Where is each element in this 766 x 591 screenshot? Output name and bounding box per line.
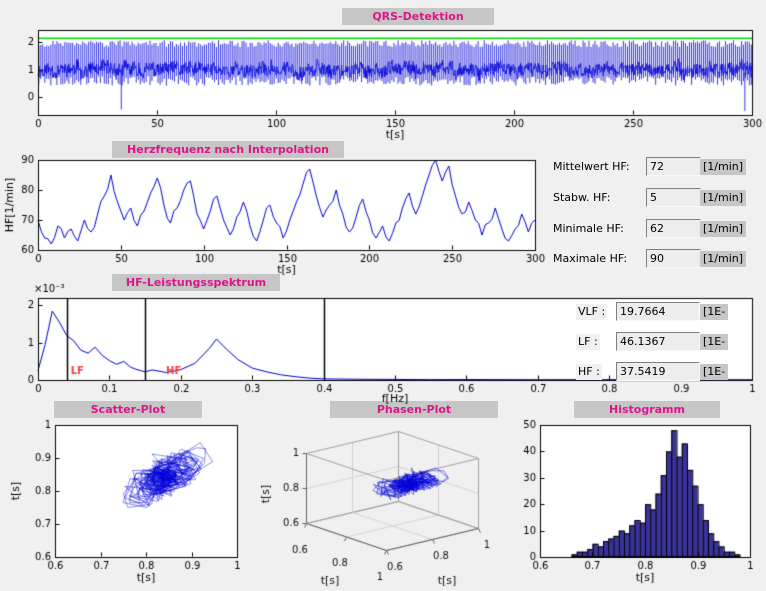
qrs-detection-plot (0, 22, 766, 146)
heart-rate-plot (0, 148, 548, 280)
min-hf-label: Minimale HF: (553, 222, 624, 235)
lf-label: LF : (576, 334, 600, 350)
phase-plot-canvas (254, 410, 512, 591)
max-hf-field[interactable] (646, 249, 701, 268)
scatter-plot-canvas (0, 410, 252, 591)
mean-hf-field[interactable] (646, 157, 701, 176)
vlf-field[interactable] (616, 302, 700, 321)
lf-field[interactable] (616, 332, 700, 351)
hf-field[interactable] (616, 362, 700, 381)
vlf-label: VLF : (576, 304, 608, 320)
histogram-canvas (510, 410, 766, 591)
lf-unit-label: [1E- (700, 334, 729, 350)
max-hf-unit-label: [1/min] (700, 251, 747, 267)
mean-hf-label: Mittelwert HF: (553, 160, 630, 173)
min-hf-unit-label: [1/min] (700, 221, 747, 237)
hf-label: HF : (576, 364, 602, 380)
hf-unit-label: [1E- (700, 364, 729, 380)
mean-hf-unit-label: [1/min] (700, 159, 747, 175)
min-hf-field[interactable] (646, 219, 701, 238)
std-hf-unit-label: [1/min] (700, 190, 747, 206)
qrs-panel-title: QRS-Detektion (342, 8, 494, 25)
std-hf-field[interactable] (646, 188, 701, 207)
vlf-unit-label: [1E- (700, 304, 729, 320)
max-hf-label: Maximale HF: (553, 252, 628, 265)
std-hf-label: Stabw. HF: (553, 191, 611, 204)
